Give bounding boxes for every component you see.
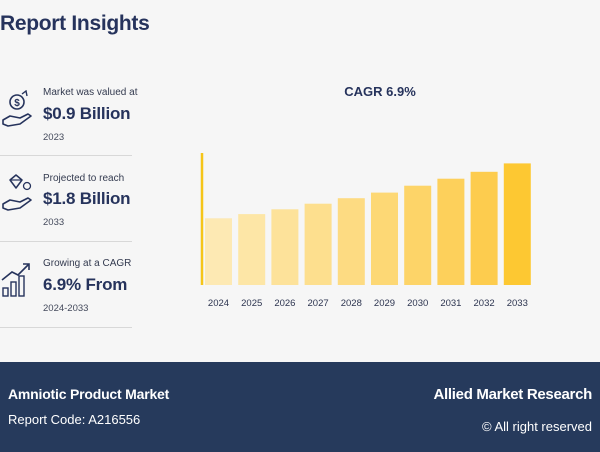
footer-brand: Allied Market Research <box>433 386 593 403</box>
stat-value: $1.8 Billion <box>43 189 131 208</box>
money-hand-icon: $ <box>2 90 32 127</box>
stat-cagr: Growing at a CAGR 6.9% From 2024-2033 <box>0 242 132 328</box>
x-tick-label: 2029 <box>374 298 395 309</box>
stat-market-value: $ Market was valued at $0.9 Billion 2023 <box>0 70 138 156</box>
bar-2024 <box>205 218 232 285</box>
diamond-hand-icon <box>2 174 32 211</box>
svg-text:$: $ <box>14 98 20 109</box>
bar-2025 <box>238 214 266 285</box>
bar-2029 <box>371 192 398 285</box>
x-tick-label: 2028 <box>341 298 362 309</box>
bar-2027 <box>304 203 332 285</box>
x-tick-label: 2033 <box>507 298 528 309</box>
stat-year: 2023 <box>43 132 65 143</box>
footer-report-code: Report Code: A216556 <box>8 412 141 427</box>
stat-label: Market was valued at <box>43 87 138 98</box>
footer-rights: © All right reserved <box>481 419 592 434</box>
x-tick-label: 2027 <box>308 298 329 309</box>
stat-projected-value: Projected to reach $1.8 Billion 2033 <box>0 156 132 242</box>
footer-product-name: Amniotic Product Market <box>8 386 170 402</box>
bar-chart: 2024 2025 2026 2027 2028 2029 2030 2031 2032 2033 <box>200 153 531 309</box>
chart-title: CAGR 6.9% <box>344 84 416 99</box>
stat-label: Projected to reach <box>43 173 125 184</box>
stat-label: Growing at a CAGR <box>43 258 132 269</box>
page-title: Report Insights <box>0 12 150 35</box>
x-tick-label: 2032 <box>474 298 495 309</box>
stats-panel: $ Market was valued at $0.9 Billion 2023… <box>0 70 138 328</box>
stat-value: 6.9% From <box>43 275 128 294</box>
x-tick-label: 2030 <box>407 298 428 309</box>
stat-year: 2024-2033 <box>43 303 89 314</box>
x-tick-label: 2026 <box>274 298 295 309</box>
x-tick-label: 2025 <box>241 298 262 309</box>
x-tick-label: 2024 <box>208 298 229 309</box>
growth-chart-icon <box>1 263 30 297</box>
footer-bar: Amniotic Product Market Report Code: A21… <box>0 362 600 452</box>
chart-area: CAGR 6.9% 2024 2025 2026 2027 2028 2029 2030 20… <box>190 78 570 318</box>
bar-2028 <box>337 198 365 285</box>
bar-2031 <box>437 178 465 285</box>
bar-2033 <box>503 163 531 285</box>
bar-2026 <box>271 209 299 285</box>
bar-2032 <box>470 171 498 285</box>
bar-2030 <box>404 185 432 285</box>
stat-value: $0.9 Billion <box>43 104 131 123</box>
stat-year: 2033 <box>43 217 65 228</box>
x-tick-label: 2031 <box>440 298 461 309</box>
